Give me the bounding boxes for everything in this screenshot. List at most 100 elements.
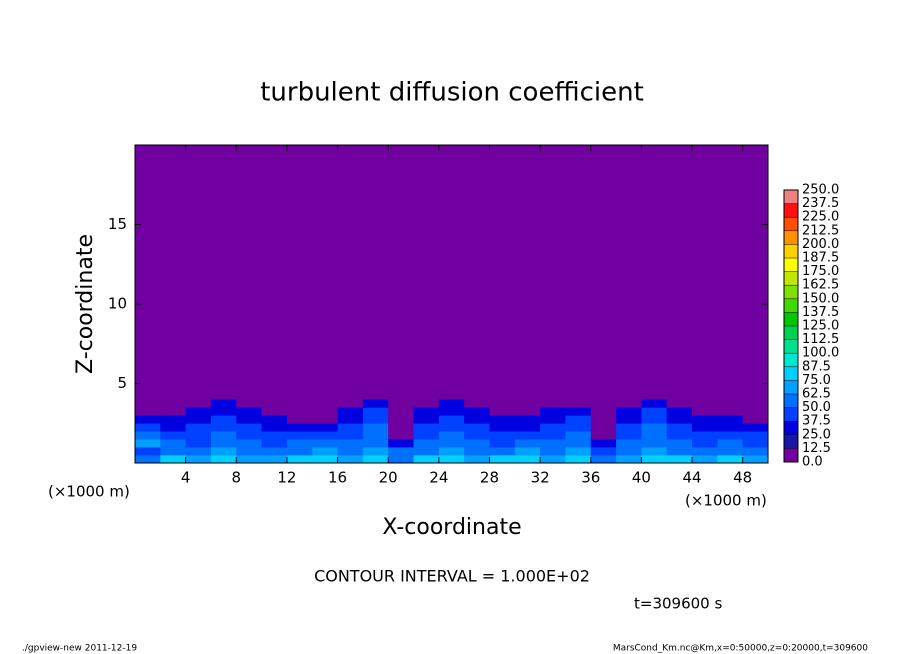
field-cell: [286, 447, 313, 456]
field-cell: [413, 431, 440, 440]
field-cell: [540, 423, 566, 432]
colorbar-swatch: [784, 421, 798, 435]
field-cell: [337, 415, 364, 424]
field-cell: [312, 407, 338, 416]
field-cell: [362, 439, 389, 448]
field-cell: [742, 455, 769, 464]
y-tick-label: 5: [117, 374, 127, 392]
field-cell: [616, 439, 642, 448]
chart-title: turbulent diffusion coefficient: [260, 78, 644, 108]
field-cell: [438, 407, 465, 416]
field-cell: [565, 423, 592, 432]
field-cell: [666, 399, 693, 408]
field-cell: [286, 415, 313, 424]
field-cell: [565, 455, 592, 464]
field-cell: [514, 447, 541, 456]
field-cell: [160, 407, 186, 416]
x-tick-label: 32: [531, 469, 550, 487]
field-cell: [286, 431, 313, 440]
field-cell: [286, 423, 313, 432]
field-cell: [362, 455, 389, 464]
field-cell: [362, 415, 389, 424]
colorbar-swatch: [784, 353, 798, 367]
field-cell: [236, 447, 262, 456]
field-cell: [362, 431, 389, 440]
colorbar-swatch: [784, 230, 798, 245]
field-cell: [641, 431, 668, 440]
field-cell: [666, 431, 693, 440]
field-cell: [514, 455, 541, 464]
field-cell: [312, 415, 338, 424]
field-cell: [590, 407, 617, 416]
x-tick-label: 20: [379, 469, 398, 487]
colorbar-label: 87.5: [802, 359, 831, 374]
field-cell: [514, 423, 541, 432]
field-cell: [160, 399, 186, 408]
field-cell: [286, 407, 313, 416]
field-cell: [185, 439, 212, 448]
field-cell: [464, 439, 490, 448]
field-cell: [464, 423, 490, 432]
field-cell: [540, 439, 566, 448]
field-cell: [337, 431, 364, 440]
field-cell: [717, 439, 743, 448]
colorbar-swatch: [784, 271, 798, 286]
field-cell: [337, 407, 364, 416]
colorbar-label: 212.5: [802, 223, 839, 238]
field-cell: [261, 455, 288, 464]
field-cell: [160, 439, 186, 448]
field-cell: [692, 415, 718, 424]
field-cell: [312, 439, 338, 448]
field-cell: [185, 455, 212, 464]
field-cell: [666, 407, 693, 416]
field-cell: [413, 447, 440, 456]
colorbar-label: 237.5: [802, 196, 839, 211]
field-cell: [261, 431, 288, 440]
field-cell: [590, 455, 617, 464]
field-cell: [135, 431, 161, 440]
colorbar-label: 75.0: [802, 373, 831, 388]
field-cell: [438, 447, 465, 456]
field-cell: [236, 407, 262, 416]
field-cell: [185, 447, 212, 456]
field-cell: [616, 399, 642, 408]
field-cell: [210, 439, 237, 448]
colorbar-label: 187.5: [802, 251, 839, 266]
field-cell: [362, 423, 389, 432]
field-cell: [160, 447, 186, 456]
field-cell: [135, 423, 161, 432]
field-cell: [565, 439, 592, 448]
field-cell: [160, 415, 186, 424]
field-cell: [641, 399, 668, 408]
colorbar-label: 250.0: [802, 183, 839, 198]
field-cell: [388, 439, 414, 448]
field-cell: [413, 407, 440, 416]
field-cell: [514, 431, 541, 440]
colorbar-label: 100.0: [802, 346, 839, 361]
y-axis-label: Z-coordinate: [73, 234, 98, 374]
field-cell: [590, 415, 617, 424]
field-cell: [135, 399, 161, 408]
field-cell: [616, 415, 642, 424]
field-cell: [135, 415, 161, 424]
time-label: t=309600 s: [634, 595, 722, 613]
colorbar-swatch: [784, 258, 798, 272]
field-cell: [514, 415, 541, 424]
field-cell: [210, 415, 237, 424]
field-cell: [692, 423, 718, 432]
colorbar-swatch: [784, 298, 798, 313]
field-cell: [489, 439, 516, 448]
colorbar-label: 12.5: [802, 441, 831, 456]
x-tick-label: 40: [632, 469, 651, 487]
field-cell: [388, 415, 414, 424]
field-cell: [413, 415, 440, 424]
x-tick-label: 8: [232, 469, 242, 487]
field-cell: [717, 423, 743, 432]
field-cell: [641, 439, 668, 448]
field-cell: [616, 455, 642, 464]
field-cell: [616, 447, 642, 456]
field-cell: [438, 455, 465, 464]
colorbar-swatch: [784, 448, 798, 462]
field-cell: [464, 415, 490, 424]
field-cell: [185, 399, 212, 408]
